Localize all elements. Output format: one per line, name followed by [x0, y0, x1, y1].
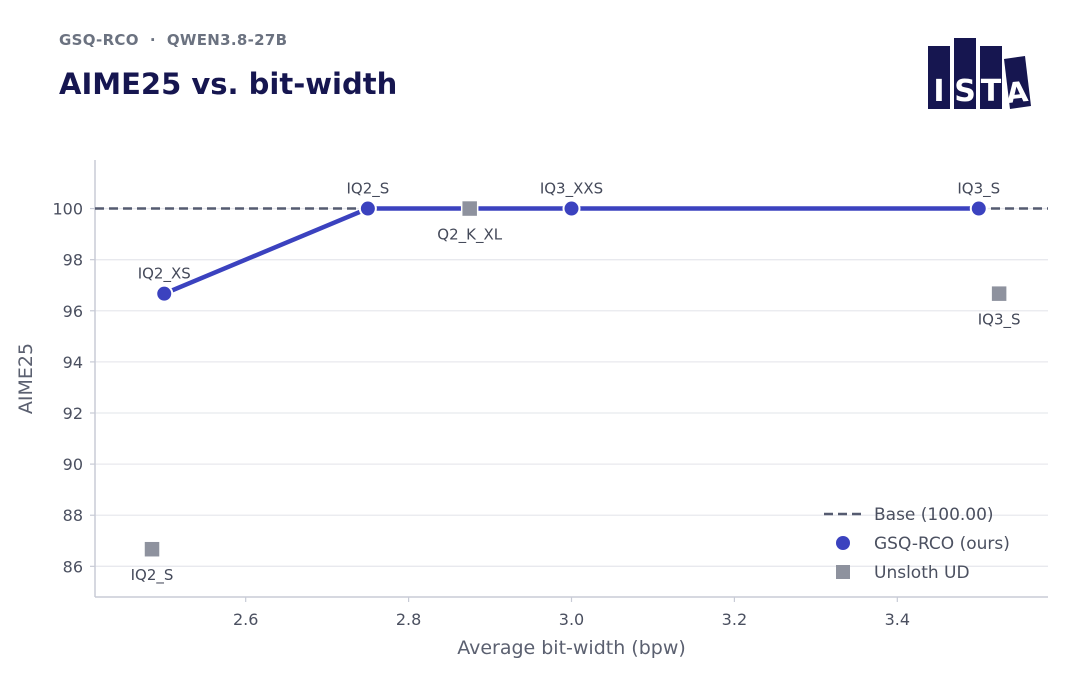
y-tick-label: 88	[63, 506, 83, 525]
logo-letter-t: T	[981, 74, 1002, 109]
logo-letter-s: S	[954, 74, 976, 109]
point-unsloth	[460, 199, 479, 218]
legend-swatch-unsloth	[836, 565, 850, 579]
point-ours	[969, 199, 988, 218]
point-unsloth	[990, 284, 1008, 303]
point-label-unsloth: IQ3_S	[978, 311, 1021, 330]
point-ours	[155, 284, 174, 303]
y-tick-label: 86	[63, 557, 83, 576]
y-tick-label: 92	[63, 404, 83, 423]
y-axis-label: AIME25	[15, 343, 37, 414]
point-label-unsloth: IQ2_S	[131, 566, 174, 585]
logo-block-t	[980, 46, 1002, 109]
point-label-unsloth: Q2_K_XL	[437, 226, 502, 245]
point-ours	[562, 199, 581, 218]
x-tick-label: 3.2	[722, 610, 747, 629]
y-tick-label: 94	[63, 353, 83, 372]
point-label-ours: IQ3_S	[957, 180, 1000, 199]
legend-swatch-ours	[836, 536, 850, 550]
logo-letter-i: I	[933, 74, 944, 109]
legend-label-ours: GSQ-RCO (ours)	[874, 534, 1010, 554]
point-label-ours: IQ2_S	[346, 180, 389, 199]
x-axis-label: Average bit-width (bpw)	[457, 637, 686, 659]
point-unsloth	[143, 540, 161, 558]
logo-block-a	[1004, 56, 1031, 109]
point-label-ours: IQ3_XXS	[540, 180, 603, 199]
legend-label-unsloth: Unsloth UD	[874, 563, 970, 583]
legend-label-base: Base (100.00)	[874, 505, 994, 525]
series-line-ours	[161, 206, 982, 296]
y-tick-label: 98	[63, 251, 83, 270]
x-tick-label: 3.0	[559, 610, 584, 629]
chart-title: AIME25 vs. bit-width	[59, 67, 398, 101]
logo-letter-a: A	[1005, 75, 1030, 110]
chart-subtitle: GSQ-RCO · QWEN3.8-27B	[59, 31, 288, 49]
y-tick-label: 100	[52, 200, 83, 219]
point-label-ours: IQ2_XS	[138, 265, 191, 284]
y-tick-label: 96	[63, 302, 83, 321]
y-tick-label: 90	[63, 455, 83, 474]
x-tick-label: 2.8	[396, 610, 421, 629]
x-tick-label: 2.6	[233, 610, 258, 629]
logo-block-i	[928, 46, 950, 109]
point-ours	[358, 199, 377, 218]
x-tick-label: 3.4	[885, 610, 910, 629]
logo-block-s	[954, 38, 976, 109]
ista-logo: I S T A	[928, 38, 1031, 110]
